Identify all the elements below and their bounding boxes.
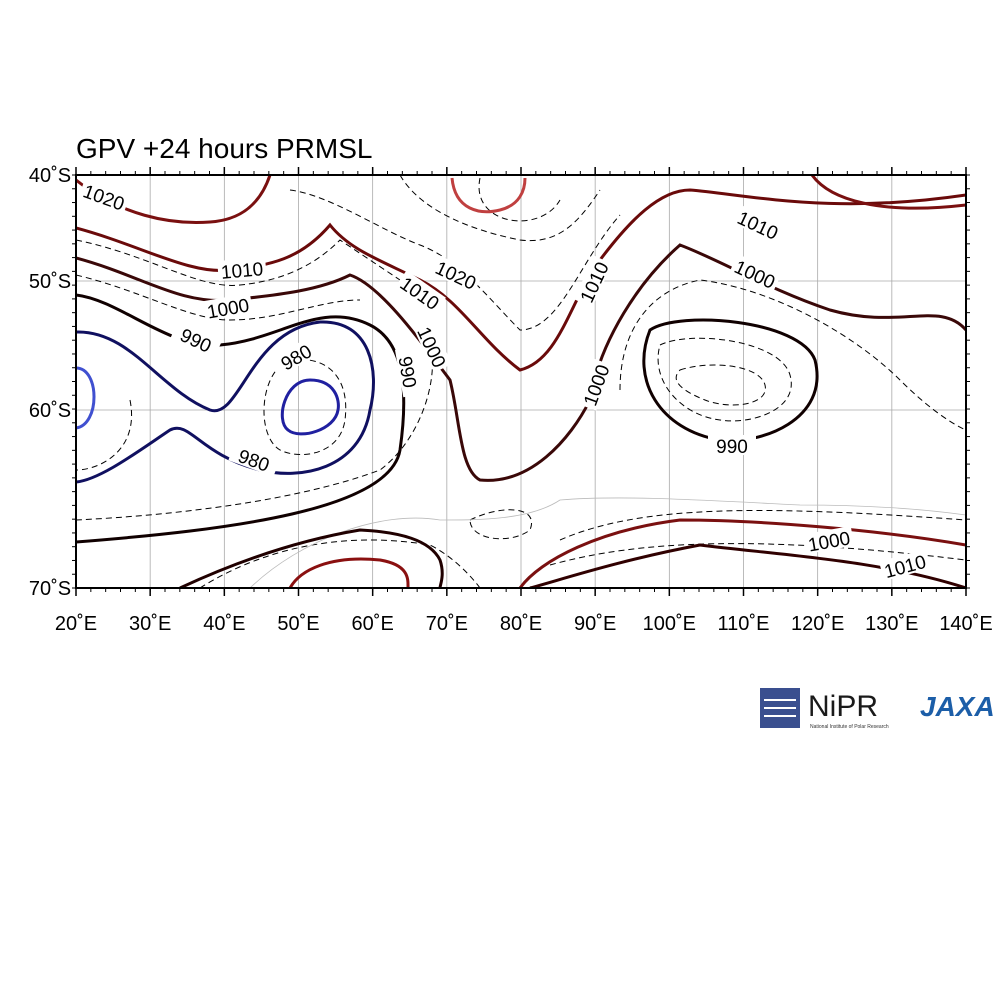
label-bg xyxy=(170,319,223,359)
lon-label: 30˚E xyxy=(129,613,171,635)
label-bg xyxy=(202,292,254,322)
lon-label: 90˚E xyxy=(574,613,616,635)
contour-label: 1010 xyxy=(220,259,264,284)
lon-label: 120˚E xyxy=(791,613,844,635)
label-bg xyxy=(269,335,322,377)
label-bg xyxy=(732,204,785,244)
contour-label: 990 xyxy=(716,437,748,458)
lon-label: 70˚E xyxy=(426,613,468,635)
jaxa-logo: JAXA xyxy=(920,691,995,722)
contours xyxy=(76,175,966,588)
label-bg xyxy=(228,441,281,477)
label-bg xyxy=(217,256,267,282)
graticule xyxy=(76,175,966,588)
nipr-logo: NiPR National Institute of Polar Researc… xyxy=(760,688,889,730)
lon-label: 130˚E xyxy=(865,613,918,635)
lat-label: 50˚S xyxy=(29,271,71,293)
lon-label: 100˚E xyxy=(643,613,696,635)
label-bg xyxy=(395,270,446,315)
label-bg xyxy=(573,255,613,308)
lat-label: 60˚S xyxy=(29,400,71,422)
contour-label: 980 xyxy=(235,446,272,477)
label-bg xyxy=(394,346,424,398)
label-bg xyxy=(878,549,931,581)
label-bg xyxy=(430,254,483,294)
contour-label: 1020 xyxy=(80,181,127,215)
label-bg xyxy=(413,320,453,373)
lon-label: 110˚E xyxy=(718,613,770,635)
lon-label: 140˚E xyxy=(939,613,992,635)
contour-label: 1000 xyxy=(580,362,614,409)
lat-label: 70˚S xyxy=(29,578,71,600)
lon-label: 20˚E xyxy=(55,613,97,635)
label-bg xyxy=(577,358,613,411)
contour-label: 990 xyxy=(393,355,419,390)
lon-label: 40˚E xyxy=(203,613,245,635)
label-bg xyxy=(708,435,756,455)
title: GPV +24 hours PRMSL xyxy=(76,133,372,164)
lat-label: 40˚S xyxy=(29,165,71,187)
lon-label: 60˚E xyxy=(352,613,394,635)
lon-label: 50˚E xyxy=(277,613,319,635)
label-bg xyxy=(729,253,782,293)
lon-label: 80˚E xyxy=(500,613,542,635)
nipr-subtext: National Institute of Polar Research xyxy=(810,724,889,730)
nipr-text: NiPR xyxy=(808,690,878,723)
label-bg xyxy=(78,178,131,214)
label-bg xyxy=(803,525,855,555)
contour-label: 1010 xyxy=(882,552,928,583)
axes: 40˚S 50˚S 60˚S 70˚S 20˚E 30˚E 40˚E 50˚E 60˚E 70˚E… xyxy=(29,165,993,635)
